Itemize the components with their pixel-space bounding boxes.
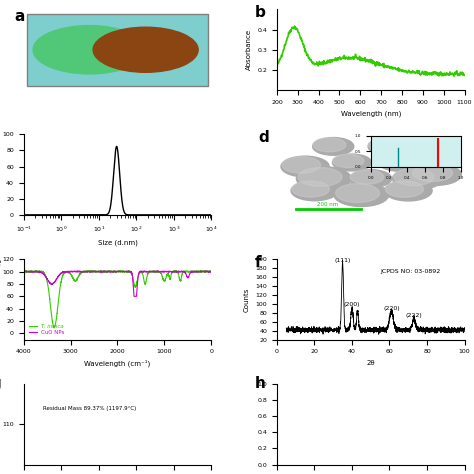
Circle shape	[281, 156, 329, 177]
Y-axis label: Absorbance: Absorbance	[246, 29, 252, 70]
CuO NPs	[134, 293, 139, 299]
Circle shape	[334, 183, 389, 207]
Circle shape	[368, 137, 411, 155]
X-axis label: Size (d.nm): Size (d.nm)	[98, 239, 137, 246]
CuO NPs	[209, 268, 214, 274]
CuO NPs	[74, 268, 80, 274]
Circle shape	[93, 27, 198, 73]
Text: JCPDS NO: 03-0892: JCPDS NO: 03-0892	[380, 269, 440, 274]
Line: T. indica: T. indica	[24, 271, 211, 328]
T. indica	[117, 269, 123, 274]
CuO NPs	[26, 269, 32, 274]
Circle shape	[413, 164, 453, 182]
T. indica	[51, 325, 57, 331]
Circle shape	[350, 170, 392, 188]
Text: a: a	[14, 9, 25, 25]
Circle shape	[292, 181, 329, 197]
Circle shape	[401, 139, 454, 162]
T. indica	[209, 269, 214, 274]
Text: (111): (111)	[334, 258, 351, 263]
Circle shape	[402, 140, 445, 158]
CuO NPs	[117, 269, 123, 274]
Y-axis label: Counts: Counts	[244, 287, 250, 311]
Circle shape	[379, 154, 411, 168]
Text: 200 nm: 200 nm	[317, 202, 338, 207]
Circle shape	[313, 138, 346, 152]
Circle shape	[313, 137, 354, 155]
Text: f: f	[255, 255, 261, 270]
Circle shape	[350, 170, 383, 184]
T. indica	[199, 269, 205, 275]
Circle shape	[336, 184, 380, 202]
X-axis label: 2θ: 2θ	[366, 360, 375, 366]
CuO NPs	[61, 269, 66, 275]
CuO NPs	[199, 269, 205, 274]
Circle shape	[392, 168, 443, 190]
Circle shape	[411, 164, 461, 185]
T. indica	[21, 270, 27, 275]
Circle shape	[291, 181, 338, 201]
Circle shape	[298, 168, 342, 186]
Circle shape	[33, 26, 146, 74]
T. indica	[122, 268, 128, 274]
Circle shape	[394, 168, 434, 186]
CuO NPs	[21, 269, 27, 274]
T. indica	[26, 268, 32, 274]
Text: d: d	[258, 130, 269, 146]
T. indica	[26, 269, 32, 275]
Circle shape	[369, 137, 403, 152]
T. indica	[118, 268, 123, 273]
Circle shape	[333, 154, 364, 168]
Text: (220): (220)	[383, 307, 400, 311]
FancyBboxPatch shape	[27, 13, 208, 86]
Text: h: h	[255, 376, 265, 391]
CuO NPs	[26, 269, 32, 274]
Text: Residual Mass 89.37% (1197.9°C): Residual Mass 89.37% (1197.9°C)	[43, 406, 136, 410]
T. indica	[61, 271, 66, 276]
Text: b: b	[255, 6, 265, 20]
Legend: T. indica, CuO NPs: T. indica, CuO NPs	[27, 321, 67, 337]
X-axis label: Wavelength (cm⁻¹): Wavelength (cm⁻¹)	[84, 360, 151, 367]
X-axis label: Wavelength (nm): Wavelength (nm)	[340, 110, 401, 117]
Circle shape	[379, 154, 419, 171]
Line: CuO NPs: CuO NPs	[24, 271, 211, 296]
Circle shape	[384, 181, 432, 201]
Circle shape	[385, 181, 424, 197]
Circle shape	[282, 156, 320, 173]
CuO NPs	[122, 269, 128, 274]
Circle shape	[296, 167, 351, 191]
Text: (200): (200)	[344, 302, 360, 307]
Circle shape	[332, 154, 372, 171]
Text: (222): (222)	[405, 313, 422, 318]
